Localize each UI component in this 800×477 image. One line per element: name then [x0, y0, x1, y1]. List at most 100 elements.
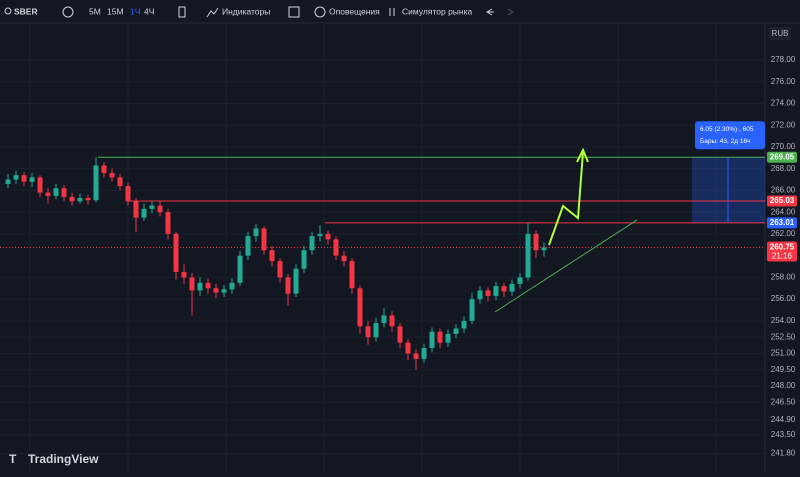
measure-tooltip [695, 121, 765, 150]
level-label-bg [767, 151, 797, 163]
undo[interactable] [486, 8, 494, 16]
toolbar: SBER 5M 15M 1Ч 4Ч Индикаторы Оповещения … [0, 0, 800, 24]
candle-body [173, 233, 179, 272]
y-tick-label: 266.00 [771, 186, 796, 195]
candle-body [421, 348, 427, 359]
last-price: 260.75 [770, 243, 795, 252]
interval[interactable]: 4Ч [144, 6, 154, 16]
candle-body [93, 165, 99, 201]
search-icon[interactable] [4, 7, 12, 15]
measure-text: Бары: 43, 2д 16ч [700, 138, 750, 145]
level-label-bg [767, 217, 797, 229]
y-tick-label: 276.00 [771, 77, 796, 86]
alerts[interactable]: Оповещения [329, 6, 380, 16]
candle-body [261, 228, 267, 251]
candle-body [357, 288, 363, 327]
countdown: 21:16 [772, 252, 793, 261]
candle-body [437, 331, 443, 343]
candle-body [245, 236, 251, 256]
y-tick-label: 262.00 [771, 229, 796, 238]
candle-body [373, 323, 379, 338]
candle-body [29, 177, 35, 182]
candle-body [13, 175, 19, 180]
candle-body [85, 198, 91, 201]
candle-body [109, 173, 115, 178]
candle-body [181, 271, 187, 278]
y-tick-label: 244.90 [771, 415, 796, 424]
layouts[interactable] [288, 6, 300, 18]
interval[interactable]: 15M [107, 6, 124, 16]
candle-body [533, 233, 539, 251]
replay-icon[interactable] [389, 8, 395, 16]
candle-body [429, 331, 435, 349]
candle-body [69, 196, 75, 202]
candle-body [213, 288, 219, 293]
candle-body [461, 320, 467, 329]
candle-body [445, 333, 451, 343]
y-tick-label: 264.00 [771, 207, 796, 216]
candle-body [37, 177, 43, 193]
candle-body [309, 236, 315, 251]
candle-body [381, 315, 387, 324]
candle-body [341, 255, 347, 262]
candle-body [285, 277, 291, 294]
candle-body [389, 315, 395, 327]
candle-body [405, 342, 411, 354]
logo-mark: T [9, 452, 17, 466]
candle-body [517, 277, 523, 284]
indicators[interactable]: Индикаторы [222, 6, 270, 16]
candle-body [485, 290, 491, 296]
candle-body [149, 205, 155, 209]
candle-body [277, 261, 283, 278]
candle-body [365, 326, 371, 338]
symbol[interactable]: SBER [14, 6, 38, 16]
y-tick-label: 248.00 [771, 381, 796, 390]
candle-body [453, 328, 459, 334]
candle-body [133, 201, 139, 218]
y-tick-label: 274.00 [771, 99, 796, 108]
candle-body [165, 212, 171, 234]
y-tick-label: 243.50 [771, 430, 796, 439]
candle-body [525, 233, 531, 278]
candle-body [501, 286, 507, 292]
candle-body [333, 239, 339, 256]
toolbar-bg [0, 0, 800, 23]
candle-body [237, 255, 243, 283]
trend-line [494, 219, 638, 313]
y-tick-label: 252.50 [771, 332, 796, 341]
level-label: 269.05 [770, 152, 795, 161]
y-tick-label: 251.00 [771, 349, 796, 358]
candle-body [53, 188, 59, 196]
candle-body [61, 188, 67, 197]
level-label: 265.03 [770, 196, 795, 205]
interval[interactable]: 5M [89, 6, 101, 16]
candle-body [325, 233, 331, 240]
candle-body [493, 286, 499, 296]
currency[interactable]: RUB [772, 29, 789, 38]
add-symbol[interactable] [62, 6, 74, 18]
currency-box[interactable] [769, 27, 791, 40]
candle-body [21, 175, 27, 182]
interval-active[interactable]: 1Ч [130, 6, 140, 16]
logo: TradingView [28, 452, 99, 466]
candle-body [101, 165, 107, 174]
chart-type[interactable] [178, 6, 186, 18]
redo[interactable] [507, 8, 514, 16]
candle-body [349, 261, 355, 289]
candle-body [317, 233, 323, 237]
candle-body [541, 247, 547, 251]
y-tick-label: 249.50 [771, 365, 796, 374]
level-label-bg [767, 195, 797, 207]
measure-text: 6.05 (2.30%) , 605 [700, 126, 754, 133]
forecast-arrow [548, 151, 584, 246]
candle-body [301, 250, 307, 269]
y-tick-label: 241.80 [771, 449, 796, 458]
alert-icon[interactable] [314, 6, 326, 18]
replay[interactable]: Симулятор рынка [402, 6, 473, 16]
candle-body [5, 179, 11, 184]
indicators-icon[interactable] [206, 7, 219, 18]
y-tick-label: 270.00 [771, 142, 796, 151]
